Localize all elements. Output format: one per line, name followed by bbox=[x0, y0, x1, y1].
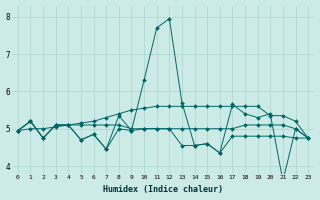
X-axis label: Humidex (Indice chaleur): Humidex (Indice chaleur) bbox=[103, 185, 223, 194]
